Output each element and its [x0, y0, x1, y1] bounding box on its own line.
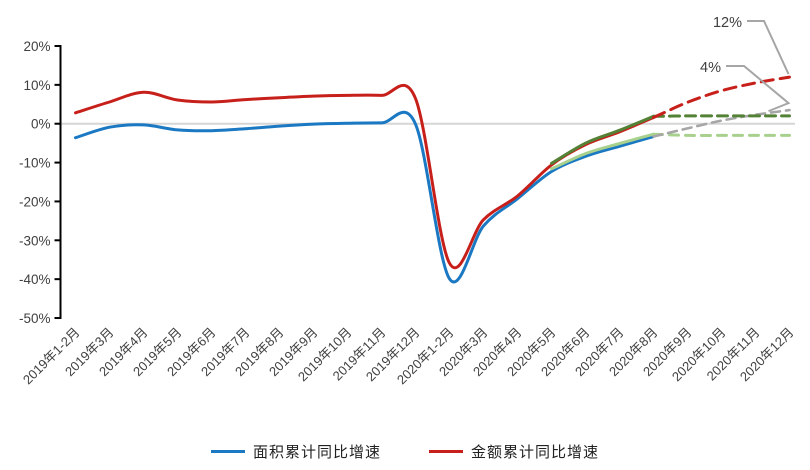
- series-area-actual-line: [74, 110, 655, 284]
- legend-item-amount: 金额累计同比增速: [429, 441, 599, 462]
- y-tick-label: -20%: [19, 194, 51, 209]
- annotation-label: 4%: [700, 60, 721, 76]
- legend-label-area: 面积累计同比增速: [252, 444, 381, 461]
- y-tick-label: -50%: [19, 311, 51, 326]
- y-axis: 20% 10% 0% -10% -20% -30% -40% -50%: [19, 39, 62, 326]
- series-area-scenario-history-line: [550, 132, 655, 171]
- annotation-leader-0: [747, 20, 790, 75]
- y-tick-label: 0%: [31, 117, 51, 132]
- legend-label-amount: 金额累计同比增速: [471, 444, 600, 461]
- series-amount-actual-line: [74, 83, 655, 270]
- y-tick-label: -30%: [19, 233, 51, 248]
- annotation-label: 12%: [713, 15, 742, 31]
- series-area-forecast-high-line: [652, 108, 791, 138]
- line-chart-canvas: 20% 10% 0% -10% -20% -30% -40% -50%2019年1-2月201…: [19, 15, 797, 388]
- y-tick-label: 20%: [23, 39, 50, 54]
- y-tick-label: -10%: [19, 156, 51, 171]
- y-tick-label: -40%: [19, 272, 51, 287]
- legend-item-area: 面积累计同比增速: [210, 441, 381, 462]
- series-area-forecast-low-line: [652, 132, 791, 137]
- y-tick-label: 10%: [23, 78, 50, 93]
- legend-line-sample-area: [210, 450, 245, 453]
- series-amount-forecast-high-line: [652, 75, 791, 119]
- x-axis-labels: 2019年1-2月2019年3月2019年4月2019年5月2019年6月201…: [20, 325, 797, 388]
- legend-line-sample-amount: [429, 450, 463, 453]
- annotation-leader-1: [726, 65, 791, 113]
- series-amount-scenario-history-line: [550, 114, 655, 165]
- chart-legend: 面积累计同比增速 金额累计同比增速: [0, 441, 810, 462]
